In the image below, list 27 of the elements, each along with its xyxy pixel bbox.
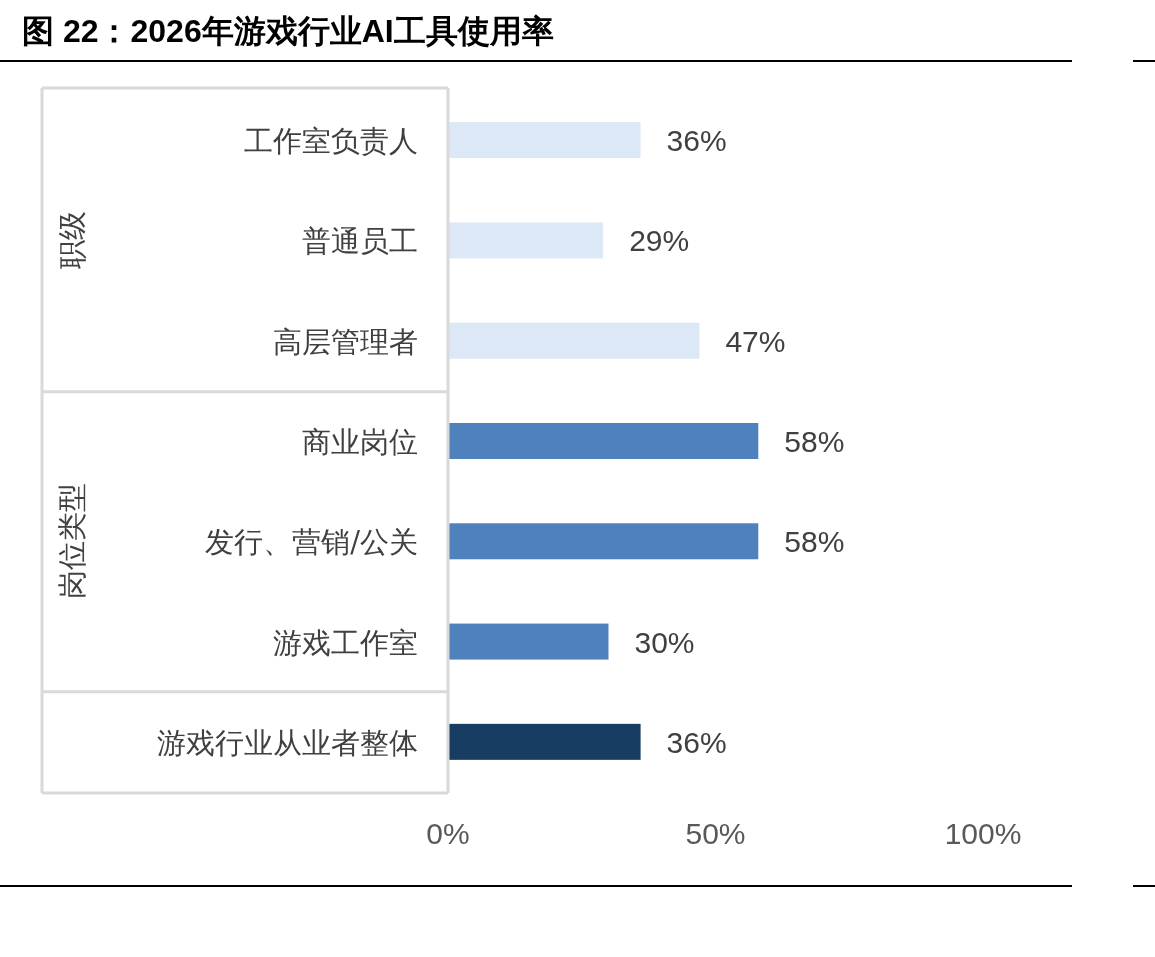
data-label: 36% <box>666 725 727 759</box>
data-label: 30% <box>634 625 695 659</box>
data-label: 58% <box>784 525 845 559</box>
data-label: 29% <box>629 224 690 258</box>
bar <box>448 623 609 660</box>
x-tick-label: 100% <box>944 817 1022 850</box>
y-tick-label: 工作室负责人 <box>244 124 418 159</box>
bar <box>448 523 759 560</box>
bar <box>448 723 641 760</box>
y-tick-label: 高层管理者 <box>273 324 418 359</box>
text: 岗位类型 <box>55 483 89 600</box>
y-tick-label: 游戏工作室 <box>273 625 418 660</box>
bar <box>448 222 604 259</box>
data-label: 36% <box>666 124 727 158</box>
y-tick-label: 发行、营销/公关 <box>205 525 418 560</box>
chart-title: 图 22：2026年游戏行业AI工具使用率 <box>22 13 554 49</box>
x-tick-label: 50% <box>685 817 746 850</box>
x-tick-label: 0% <box>426 817 470 850</box>
y-tick-label: 商业岗位 <box>302 425 418 459</box>
bar <box>448 423 759 459</box>
data-label: 58% <box>784 425 845 458</box>
y-tick-label: 普通员工 <box>302 224 418 259</box>
text: 职级 <box>55 211 89 270</box>
data-label: 47% <box>725 324 786 358</box>
y-tick-label: 游戏行业从业者整体 <box>157 725 418 760</box>
bar <box>448 322 700 359</box>
bar <box>448 122 641 159</box>
